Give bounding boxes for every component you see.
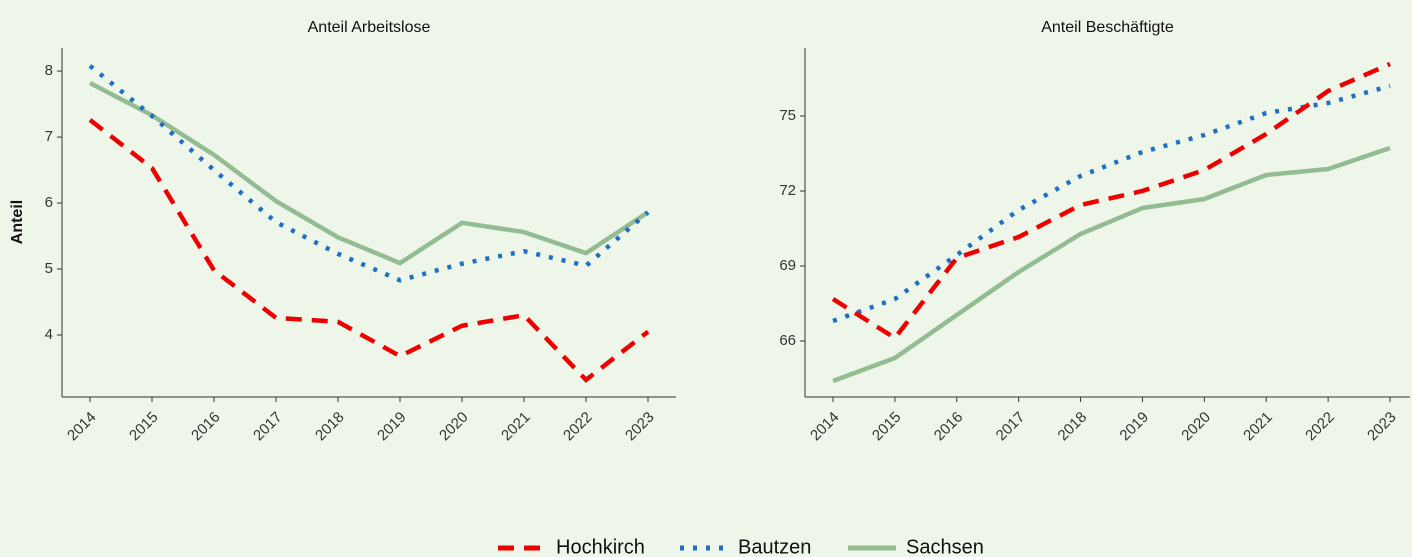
legend-label: Sachsen — [906, 536, 984, 557]
panel-title: Anteil Beschäftigte — [1041, 19, 1174, 36]
legend-label: Bautzen — [738, 536, 811, 557]
y-axis-label: Anteil — [9, 200, 26, 244]
y-tick-label: 5 — [45, 260, 53, 277]
y-tick-label: 7 — [45, 128, 53, 145]
y-tick-label: 66 — [779, 332, 796, 349]
y-tick-label: 75 — [779, 107, 796, 124]
series-line — [88, 64, 650, 283]
series-line — [831, 61, 1391, 341]
y-tick-label: 6 — [45, 194, 53, 211]
y-tick-label: 8 — [45, 62, 53, 79]
legend-label: Hochkirch — [556, 536, 645, 557]
series-line — [88, 80, 650, 266]
series-line — [88, 118, 650, 383]
y-tick-label: 72 — [779, 182, 796, 199]
y-tick-label: 4 — [45, 326, 53, 343]
y-tick-label: 69 — [779, 257, 796, 274]
panel-title: Anteil Arbeitslose — [308, 19, 431, 36]
series-line — [832, 145, 1391, 384]
